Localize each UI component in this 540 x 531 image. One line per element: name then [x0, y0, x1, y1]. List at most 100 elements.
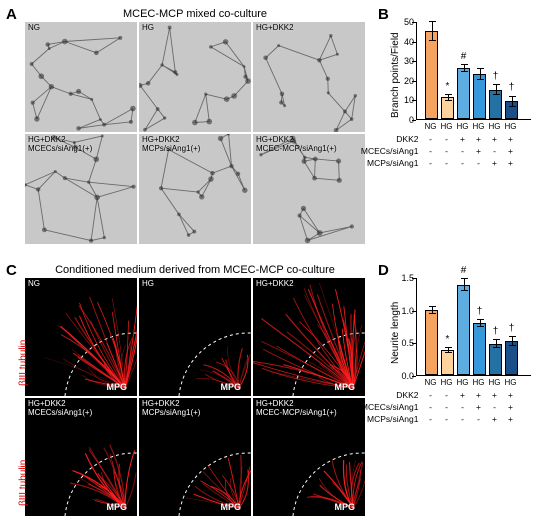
- mpg-label: MPG: [106, 502, 127, 512]
- condition-value: -: [439, 158, 455, 168]
- panel-d-chart: Neurite length *#†††0.00.51.01.5NGHGHGHG…: [388, 274, 533, 434]
- fluorescence-label: HG+DKK2 MCEC-MCP/siAng1(+): [256, 400, 337, 418]
- error-bar: [448, 94, 449, 102]
- condition-value: -: [455, 146, 471, 156]
- fluorescence-label: NG: [28, 280, 40, 289]
- micrograph-label: HG+DKK2: [256, 24, 294, 33]
- panel-c-sidelabel-2: βIII tubulin: [18, 460, 29, 506]
- condition-name: MCECs/siAng1: [351, 146, 423, 156]
- condition-value: +: [487, 390, 503, 400]
- error-bar: [464, 278, 465, 291]
- condition-value: +: [487, 158, 503, 168]
- fluorescence-image: NG MPG: [25, 278, 137, 396]
- mpg-label: MPG: [334, 502, 355, 512]
- condition-value: -: [423, 414, 439, 424]
- condition-name: DKK2: [351, 134, 423, 144]
- micrograph: HG+DKK2 MCPs/siAng1(+): [139, 134, 251, 244]
- condition-value: +: [503, 146, 519, 156]
- error-bar: [448, 347, 449, 354]
- condition-value: +: [503, 414, 519, 424]
- xtick-label: HG: [501, 378, 520, 387]
- micrograph: HG+DKK2 MCEC-MCP/siAng1(+): [253, 134, 365, 244]
- condition-value: +: [503, 158, 519, 168]
- significance-marker: #: [454, 265, 473, 276]
- condition-value: +: [455, 390, 471, 400]
- condition-value: -: [439, 146, 455, 156]
- significance-marker: †: [486, 71, 505, 82]
- condition-value: -: [423, 146, 439, 156]
- ytick-label: 0.0: [394, 371, 414, 381]
- ytick-label: 1.5: [394, 273, 414, 283]
- bar: [457, 68, 470, 119]
- condition-value: +: [503, 134, 519, 144]
- fluorescence-image: HG+DKK2 MCECs/siAng1(+) MPG: [25, 398, 137, 516]
- fluorescence-image: HG+DKK2MPG: [253, 278, 365, 396]
- condition-name: MCPs/siAng1: [351, 158, 423, 168]
- panel-b-chart: Branch points/Field *#††01020304050NGHGH…: [388, 18, 533, 178]
- error-bar: [480, 68, 481, 80]
- condition-value: -: [487, 402, 503, 412]
- condition-value: +: [487, 414, 503, 424]
- condition-value: -: [471, 158, 487, 168]
- condition-value: -: [423, 158, 439, 168]
- condition-value: +: [471, 134, 487, 144]
- bar: [457, 285, 470, 375]
- condition-row: MCECs/siAng1---+-+: [351, 402, 519, 412]
- condition-row: DKK2--++++: [351, 134, 519, 144]
- condition-row: MCPs/siAng1----++: [351, 158, 519, 168]
- condition-row: MCPs/siAng1----++: [351, 414, 519, 424]
- condition-value: -: [423, 390, 439, 400]
- fluorescence-label: HG: [142, 280, 154, 289]
- condition-value: -: [455, 158, 471, 168]
- bar: [425, 31, 438, 119]
- micrograph-label: HG+DKK2 MCPs/siAng1(+): [142, 136, 200, 154]
- fluorescence-image: HG+DKK2 MCEC-MCP/siAng1(+) MPG: [253, 398, 365, 516]
- panel-c-sidelabel-1: βIII tubulin: [18, 340, 29, 386]
- fluorescence-label: HG+DKK2: [256, 280, 294, 289]
- micrograph-label: HG+DKK2 MCECs/siAng1(+): [28, 136, 92, 154]
- ytick-label: 10: [394, 95, 414, 105]
- condition-name: DKK2: [351, 390, 423, 400]
- panel-a-grid: NGHGHG+DKK2HG+DKK2 MCECs/siAng1(+)HG+DKK…: [25, 22, 365, 244]
- panel-a-title: MCEC-MCP mixed co-culture: [25, 8, 365, 20]
- condition-value: -: [423, 134, 439, 144]
- condition-value: +: [455, 134, 471, 144]
- significance-marker: *: [438, 81, 457, 92]
- fluorescence-image: HGMPG: [139, 278, 251, 396]
- condition-value: -: [487, 146, 503, 156]
- micrograph-label: HG+DKK2 MCEC-MCP/siAng1(+): [256, 136, 337, 154]
- mpg-label: MPG: [106, 382, 127, 392]
- error-bar: [496, 84, 497, 96]
- significance-marker: †: [470, 306, 489, 317]
- condition-value: -: [423, 402, 439, 412]
- condition-row: DKK2--++++: [351, 390, 519, 400]
- significance-marker: †: [502, 323, 521, 334]
- ytick-label: 40: [394, 37, 414, 47]
- condition-value: -: [455, 402, 471, 412]
- micrograph: NG: [25, 22, 137, 132]
- bar: [425, 310, 438, 375]
- micrograph: HG+DKK2 MCECs/siAng1(+): [25, 134, 137, 244]
- ytick-label: 30: [394, 56, 414, 66]
- panel-a-label: A: [6, 6, 17, 23]
- ytick-label: 50: [394, 17, 414, 27]
- error-bar: [432, 21, 433, 41]
- panel-c-label: C: [6, 262, 17, 279]
- error-bar: [432, 306, 433, 314]
- condition-value: -: [439, 414, 455, 424]
- error-bar: [464, 64, 465, 72]
- bar: [441, 350, 454, 375]
- condition-value: -: [439, 390, 455, 400]
- condition-value: -: [439, 402, 455, 412]
- error-bar: [512, 96, 513, 108]
- error-bar: [512, 336, 513, 346]
- condition-row: MCECs/siAng1---+-+: [351, 146, 519, 156]
- condition-value: -: [455, 414, 471, 424]
- fluorescence-label: HG+DKK2 MCECs/siAng1(+): [28, 400, 92, 418]
- panel-c-grid: NGMPGHGMPGHG+DKK2MPGHG+DKK2 MCECs/siAng1…: [25, 278, 365, 516]
- condition-value: -: [471, 414, 487, 424]
- ytick-label: 0.5: [394, 338, 414, 348]
- condition-value: +: [471, 402, 487, 412]
- ytick-label: 20: [394, 76, 414, 86]
- condition-value: -: [439, 134, 455, 144]
